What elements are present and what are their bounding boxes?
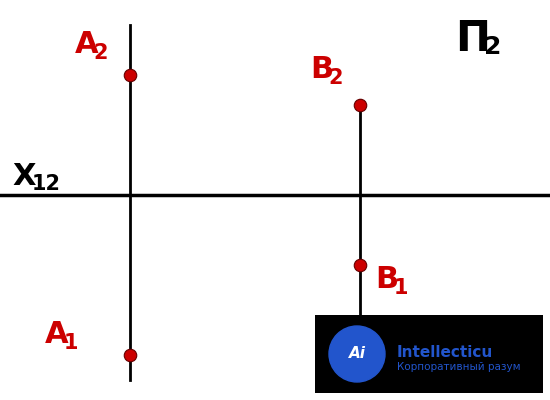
Text: Корпоративный разум: Корпоративный разум: [397, 362, 520, 372]
Text: Π: Π: [455, 18, 490, 60]
Text: A: A: [45, 320, 69, 349]
Text: Ai: Ai: [349, 346, 366, 362]
Text: A: A: [75, 30, 98, 59]
Text: 1: 1: [394, 278, 408, 298]
Circle shape: [329, 326, 385, 382]
Text: 2: 2: [94, 43, 108, 63]
Text: 1: 1: [64, 333, 78, 353]
Text: 12: 12: [32, 174, 61, 194]
Text: 2: 2: [483, 34, 501, 58]
Text: B: B: [375, 265, 398, 294]
Text: Intellecticu: Intellecticu: [397, 345, 493, 360]
Text: X: X: [12, 162, 36, 191]
Text: 2: 2: [329, 68, 343, 88]
Bar: [315, 315, 543, 393]
Text: B: B: [310, 55, 333, 84]
